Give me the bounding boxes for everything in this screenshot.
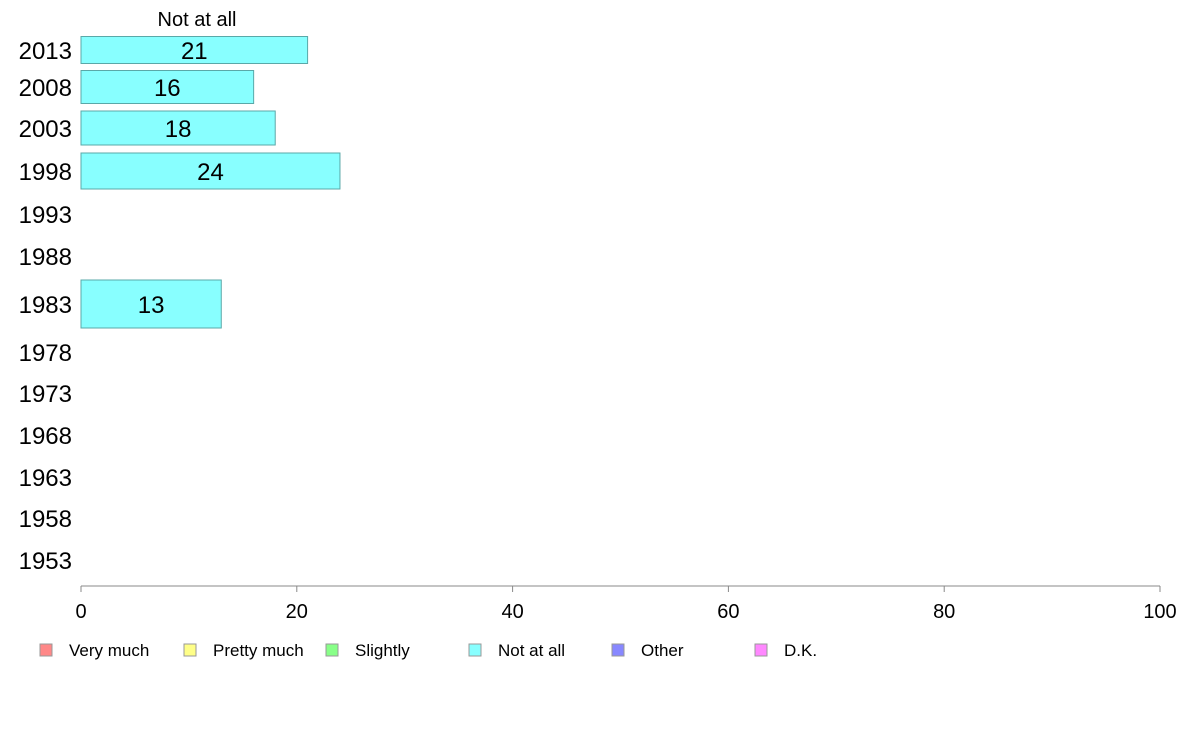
x-tick-label: 40 — [501, 601, 523, 623]
legend-label: Other — [641, 641, 684, 660]
bar-value-label: 16 — [154, 75, 181, 102]
bar — [80, 110, 276, 146]
legend-label: Not at all — [498, 641, 565, 660]
y-tick-label: 1958 — [19, 506, 72, 533]
y-tick-label: 1983 — [19, 292, 72, 319]
column-title: Not at all — [158, 9, 237, 31]
legend-label: Pretty much — [213, 641, 304, 660]
y-tick-label: 1963 — [19, 465, 72, 492]
y-tick-label: 1953 — [19, 548, 72, 575]
legend-label: D.K. — [784, 641, 817, 660]
y-tick-label: 2008 — [19, 75, 72, 102]
bar-value-label: 13 — [138, 292, 165, 319]
bar-value-label: 24 — [197, 159, 224, 186]
bar — [80, 70, 255, 104]
legend-label: Very much — [69, 641, 149, 660]
bar-value-label: 21 — [181, 38, 208, 65]
x-tick-label: 100 — [1143, 601, 1176, 623]
y-tick-label: 1993 — [19, 202, 72, 229]
y-tick-label: 1998 — [19, 159, 72, 186]
legend-swatch — [183, 643, 197, 657]
legend-swatch — [39, 643, 53, 657]
y-tick-label: 1988 — [19, 244, 72, 271]
legend-swatch — [754, 643, 768, 657]
x-tick-label: 60 — [717, 601, 739, 623]
bar — [80, 36, 309, 64]
y-tick-label: 1973 — [19, 381, 72, 408]
bar-value-label: 18 — [165, 116, 192, 143]
legend-label: Slightly — [355, 641, 410, 660]
legend-swatch — [611, 643, 625, 657]
bar — [80, 152, 341, 190]
x-tick-label: 0 — [75, 601, 86, 623]
y-tick-label: 1968 — [19, 423, 72, 450]
x-tick-label: 20 — [286, 601, 308, 623]
y-tick-label: 2003 — [19, 116, 72, 143]
bar — [80, 279, 222, 329]
x-tick-label: 80 — [933, 601, 955, 623]
legend-swatch — [468, 643, 482, 657]
y-tick-label: 2013 — [19, 38, 72, 65]
legend-swatch — [325, 643, 339, 657]
y-tick-label: 1978 — [19, 340, 72, 367]
